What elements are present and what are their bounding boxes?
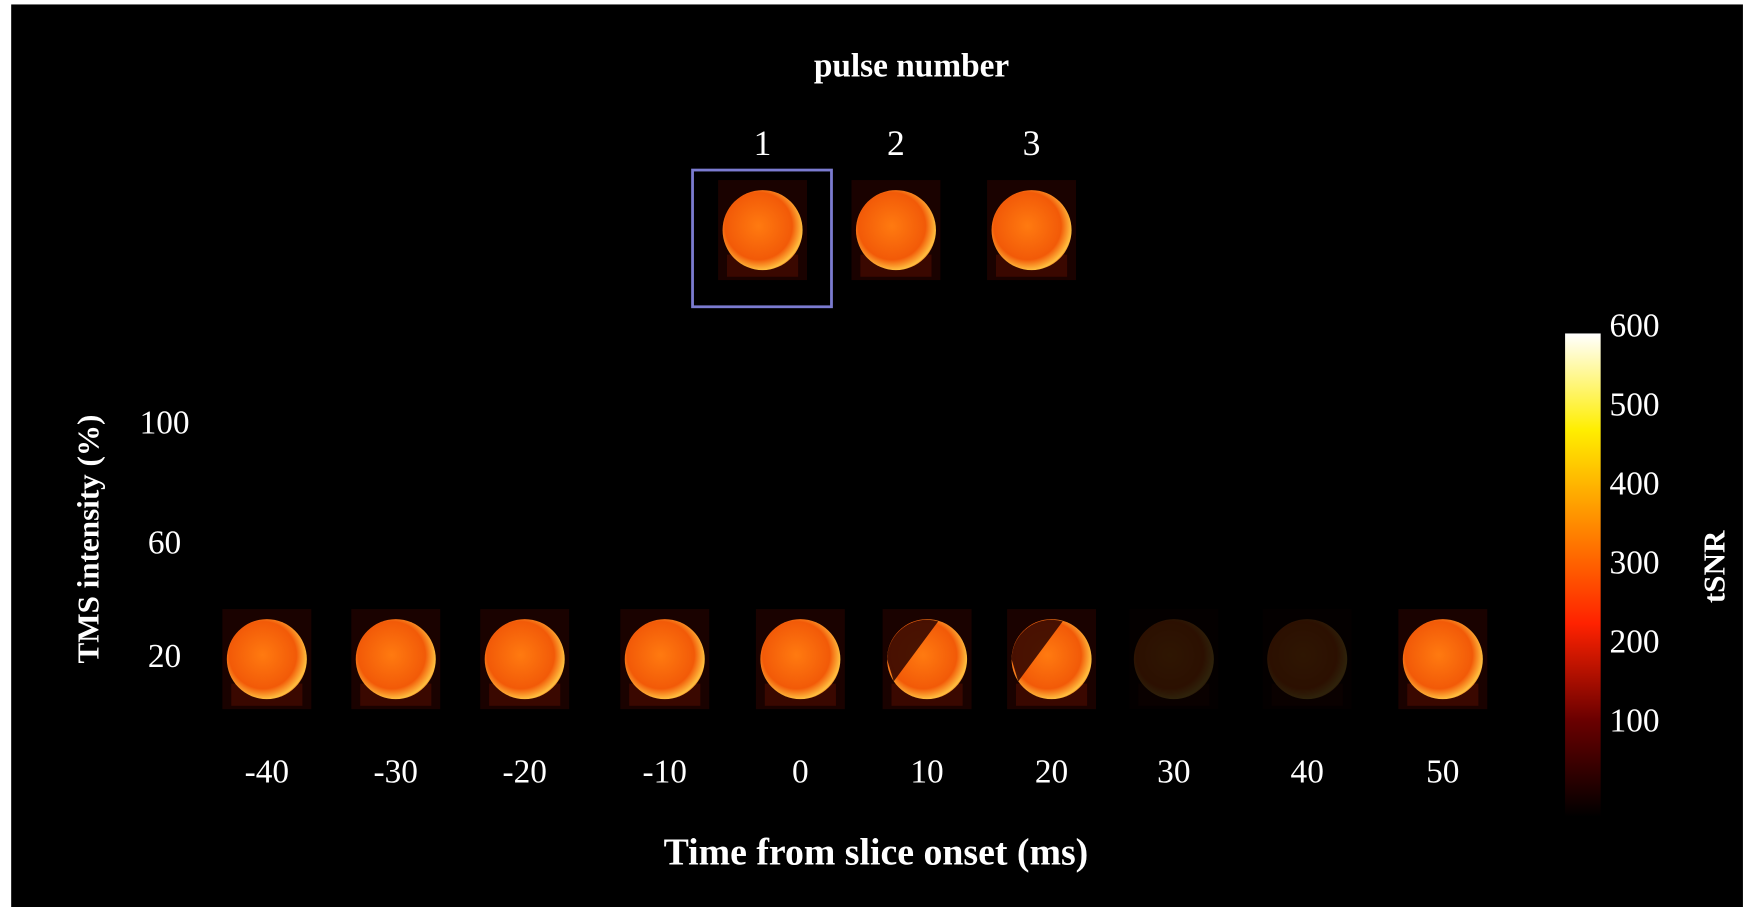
phantom-image xyxy=(756,609,845,709)
phantom-image xyxy=(718,180,807,280)
x-label: 20 xyxy=(1035,753,1068,790)
phantom-image xyxy=(1129,609,1218,709)
pulse-label: 2 xyxy=(887,123,905,163)
colorbar-tick-label: 100 xyxy=(1610,702,1660,739)
pulse-label: 1 xyxy=(754,123,772,163)
x-label: 30 xyxy=(1157,753,1190,790)
y-title: TMS intensity (%) xyxy=(70,415,105,664)
phantom xyxy=(718,180,807,280)
y-label: 20 xyxy=(148,638,181,675)
phantom-image xyxy=(480,609,569,709)
phantom xyxy=(351,609,440,709)
y-label: 60 xyxy=(148,524,181,561)
x-label: -40 xyxy=(245,753,289,790)
colorbar-tick-label: 500 xyxy=(1610,387,1660,424)
colorbar-tick-label: 300 xyxy=(1610,544,1660,581)
phantom xyxy=(1129,609,1218,709)
pulse-title: pulse number xyxy=(814,48,1010,85)
phantom-image xyxy=(222,609,311,709)
phantom-image xyxy=(851,180,940,280)
phantom-image xyxy=(1398,609,1487,709)
phantom xyxy=(851,180,940,280)
x-label: -10 xyxy=(643,753,687,790)
figure: pulse number TMS intensity (%) Time from… xyxy=(0,0,1743,907)
phantom-image xyxy=(1007,609,1096,709)
x-label: -30 xyxy=(374,753,418,790)
phantom xyxy=(987,180,1076,280)
phantom-image xyxy=(620,609,709,709)
colorbar-title: tSNR xyxy=(1697,530,1732,603)
phantom xyxy=(620,609,709,709)
phantom-image xyxy=(351,609,440,709)
page: pulse number TMS intensity (%) Time from… xyxy=(0,0,1743,907)
phantom xyxy=(1398,609,1487,709)
x-label: 0 xyxy=(792,753,809,790)
x-label: 40 xyxy=(1291,753,1324,790)
x-label: 10 xyxy=(910,753,943,790)
colorbar xyxy=(1565,333,1601,817)
phantom-image xyxy=(883,609,972,709)
phantom xyxy=(1263,609,1352,709)
y-label: 100 xyxy=(140,404,190,441)
pulse-label: 3 xyxy=(1023,123,1041,163)
x-label: -20 xyxy=(502,753,546,790)
x-label: 50 xyxy=(1426,753,1459,790)
phantom xyxy=(756,609,845,709)
phantom xyxy=(480,609,569,709)
colorbar-tick-label: 200 xyxy=(1610,623,1660,660)
colorbar-tick-label: 400 xyxy=(1610,466,1660,503)
phantom xyxy=(222,609,311,709)
colorbar-tick-label: 600 xyxy=(1610,308,1660,345)
phantom-image xyxy=(987,180,1076,280)
x-title: Time from slice onset (ms) xyxy=(664,832,1089,874)
phantom-image xyxy=(1263,609,1352,709)
